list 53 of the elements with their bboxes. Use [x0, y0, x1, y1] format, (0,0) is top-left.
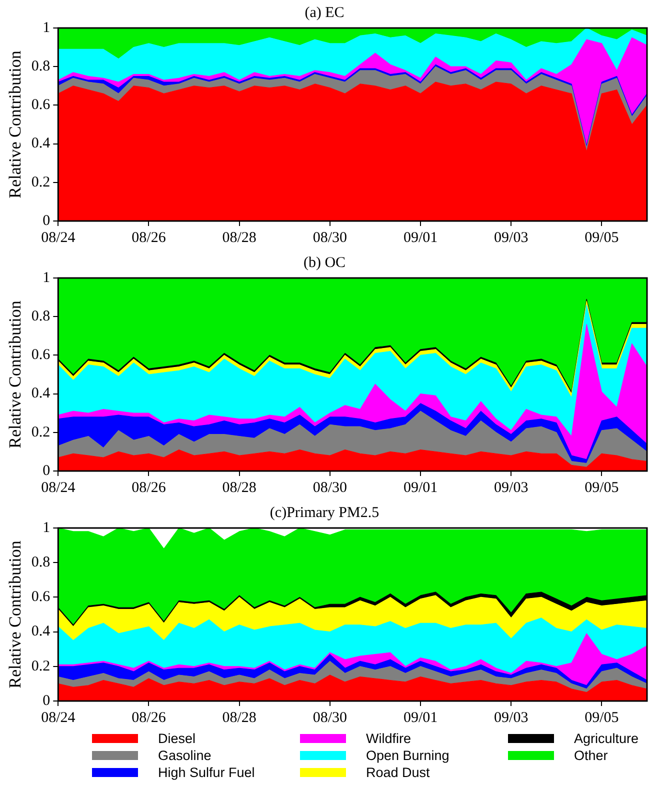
x-tick-label: 08/26	[132, 710, 166, 726]
legend-label: Diesel	[158, 730, 196, 747]
x-tick-label: 09/01	[403, 230, 438, 246]
x-tick-label: 09/03	[494, 710, 528, 726]
chart-title: (b) OC	[303, 254, 346, 271]
y-tick-label: 0.4	[31, 136, 51, 152]
y-tick-label: 0.8	[31, 308, 50, 325]
legend-label: Gasoline	[158, 747, 212, 764]
x-tick-label: 09/03	[494, 230, 528, 246]
x-tick-label: 08/24	[41, 230, 76, 246]
y-tick-label: 0.4	[31, 624, 51, 640]
legend-label: Wildfire	[366, 730, 412, 747]
y-tick-label: 1	[42, 270, 50, 286]
y-tick-label: 1	[42, 520, 50, 536]
y-axis-title: Relative Contribution	[6, 50, 25, 198]
legend-label: Agriculture	[574, 730, 639, 747]
x-tick-label: 08/30	[312, 710, 348, 726]
legend-label: High Sulfur Fuel	[158, 764, 255, 781]
x-tick-label: 08/26	[132, 480, 166, 496]
x-tick-label: 08/28	[222, 480, 256, 496]
chart-title: (c)Primary PM2.5	[270, 504, 380, 521]
y-tick-label: 0.6	[31, 589, 51, 606]
x-tick-label: 08/28	[222, 230, 256, 246]
y-tick-label: 0.2	[31, 174, 50, 190]
x-tick-label: 08/28	[222, 710, 256, 726]
y-tick-label: 0.6	[31, 97, 51, 114]
y-axis-title: Relative Contribution	[6, 300, 25, 448]
y-axis-title: Relative Contribution	[6, 540, 25, 688]
x-tick-label: 08/26	[132, 230, 166, 246]
y-tick-label: 0.4	[31, 386, 51, 402]
x-tick-label: 09/05	[584, 480, 619, 496]
x-tick-label: 08/30	[312, 230, 348, 246]
y-tick-label: 0.8	[31, 554, 50, 571]
x-tick-label: 09/01	[403, 480, 438, 496]
y-tick-label: 0	[42, 692, 50, 709]
legend-label: Other	[574, 747, 608, 764]
x-tick-label: 09/01	[403, 710, 438, 726]
x-tick-label: 08/24	[41, 710, 76, 726]
y-tick-label: 0.2	[31, 658, 50, 674]
x-tick-label: 09/05	[584, 230, 619, 246]
y-tick-label: 0.6	[31, 347, 51, 364]
y-tick-label: 0	[42, 462, 50, 479]
chart-title: (a) EC	[304, 4, 344, 21]
y-tick-label: 0.8	[31, 58, 50, 75]
y-tick-label: 1	[42, 20, 50, 36]
legend-label: Road Dust	[366, 764, 430, 781]
x-tick-label: 08/30	[312, 480, 348, 496]
x-tick-label: 09/03	[494, 480, 528, 496]
y-tick-label: 0.2	[31, 424, 50, 440]
x-tick-label: 09/05	[584, 710, 619, 726]
x-tick-label: 08/24	[41, 480, 76, 496]
y-tick-label: 0	[42, 212, 50, 229]
legend-label: Open Burning	[366, 747, 450, 764]
